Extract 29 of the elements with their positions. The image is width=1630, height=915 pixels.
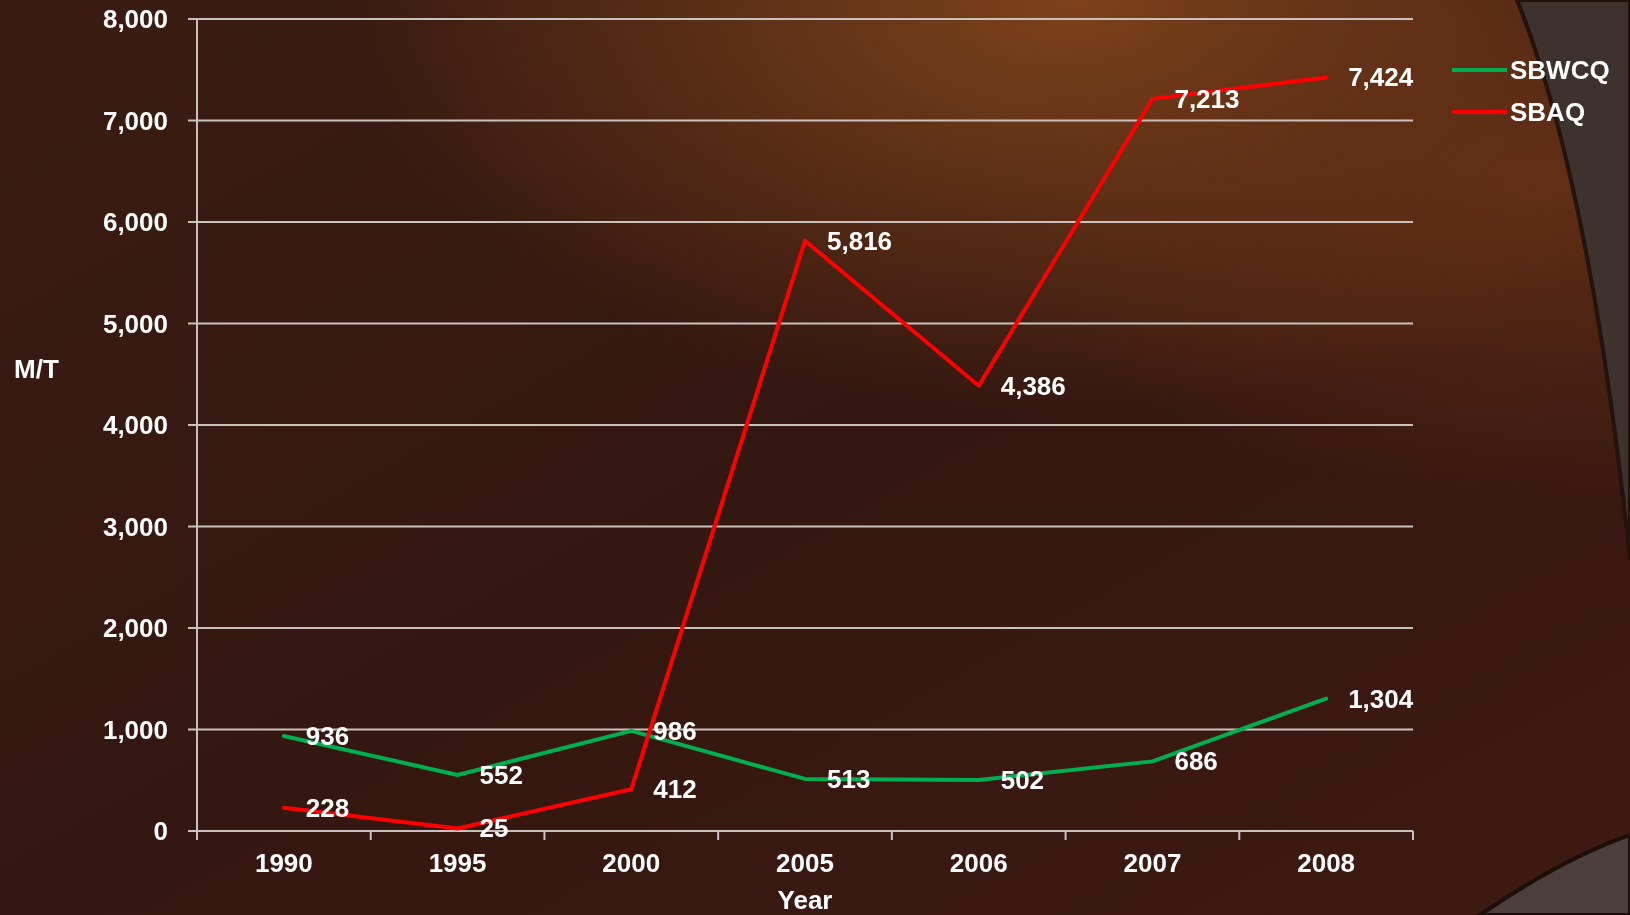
y-tick-label: 8,000 bbox=[102, 4, 168, 34]
y-tick-label: 6,000 bbox=[102, 207, 168, 237]
data-label: 7,213 bbox=[1174, 83, 1240, 114]
x-tick-label: 2005 bbox=[776, 848, 834, 878]
data-label: 7,424 bbox=[1348, 62, 1414, 93]
y-tick-label: 2,000 bbox=[102, 613, 168, 643]
x-tick-label: 2007 bbox=[1123, 848, 1182, 878]
data-label: 412 bbox=[653, 774, 697, 805]
data-label: 936 bbox=[305, 721, 350, 751]
data-label: 552 bbox=[479, 759, 523, 790]
data-label: 5,816 bbox=[827, 225, 893, 256]
y-tick-label: 1,000 bbox=[102, 714, 168, 745]
legend-label: SBAQ bbox=[1510, 97, 1586, 127]
y-tick-label: 5,000 bbox=[102, 308, 168, 339]
x-tick-label: 1995 bbox=[428, 848, 487, 878]
x-tick-label: 2000 bbox=[602, 848, 661, 878]
y-tick-label: 4,000 bbox=[102, 410, 168, 440]
legend-label: SBWCQ bbox=[1510, 55, 1610, 85]
data-label: 4,386 bbox=[1000, 370, 1066, 401]
y-tick-label: 3,000 bbox=[102, 511, 168, 542]
data-label: 1,304 bbox=[1348, 683, 1414, 714]
y-tick-label: 7,000 bbox=[102, 105, 168, 136]
y-axis-title: M/T bbox=[14, 354, 59, 384]
data-label: 686 bbox=[1174, 746, 1218, 777]
x-tick-label: 2006 bbox=[949, 848, 1008, 878]
x-tick-label: 1990 bbox=[254, 848, 313, 878]
y-tick-label: 0 bbox=[153, 816, 168, 846]
x-tick-label: 2008 bbox=[1297, 848, 1356, 878]
x-axis-title: Year bbox=[777, 885, 833, 915]
